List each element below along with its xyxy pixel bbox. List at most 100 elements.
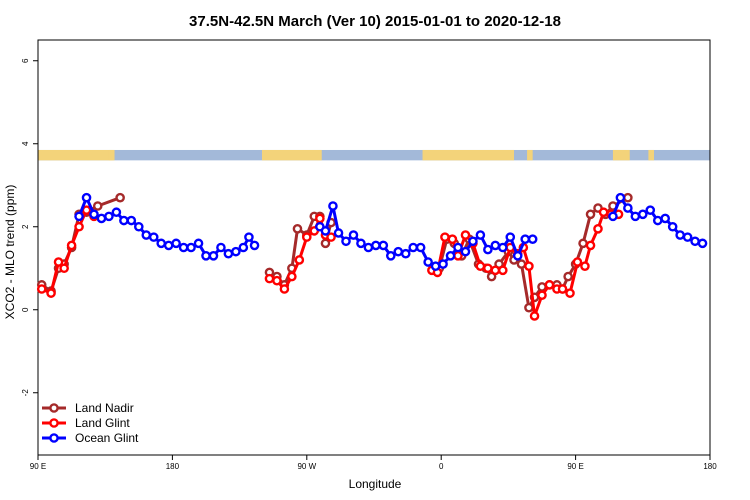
land-glint-point — [36, 284, 47, 294]
ocean-glint-point — [178, 242, 189, 253]
ocean-glint-point — [497, 242, 508, 253]
land-nadir-point — [320, 238, 331, 249]
land-glint-line — [41, 208, 95, 295]
y-axis-label: XCO2 - MLO trend (ppm) — [3, 185, 17, 320]
ocean-glint-point — [483, 244, 493, 255]
legend-marker — [49, 403, 59, 413]
land-nadir-point — [563, 271, 573, 282]
ocean-glint-point — [238, 242, 249, 253]
ocean-glint-point — [475, 230, 486, 240]
ocean-glint-point — [244, 232, 254, 242]
y-axis: -2 0 2 4 6 — [21, 58, 38, 396]
land-glint-point — [74, 221, 84, 232]
land-band-segment-4 — [486, 149, 514, 161]
x-tick-label: 0 — [439, 462, 444, 471]
x-tick-label: 90 W — [297, 462, 316, 471]
legend-item-ocean-glint: Ocean Glint — [42, 431, 139, 445]
ocean-band — [38, 149, 710, 161]
ocean-glint-point — [216, 242, 226, 253]
ocean-glint-point — [223, 248, 234, 259]
land-glint-point — [264, 273, 275, 284]
ocean-glint-point — [512, 250, 523, 261]
land-glint-point — [326, 232, 336, 242]
y-tick-label: 2 — [21, 224, 30, 229]
ocean-glint-point — [133, 221, 144, 232]
ocean-glint-point — [490, 240, 501, 251]
ocean-glint-point — [430, 261, 441, 271]
x-tick-label: 90 E — [30, 462, 46, 471]
ocean-glint-point — [453, 242, 463, 253]
legend-label: Land Nadir — [75, 401, 134, 415]
ocean-glint-point — [104, 211, 114, 222]
land-glint-point — [529, 311, 540, 321]
y-tick-label: 4 — [21, 141, 30, 146]
ocean-glint-point — [119, 215, 129, 226]
land-glint-point — [447, 234, 458, 244]
land-glint-point — [537, 290, 547, 301]
y-tick-label: 6 — [21, 58, 30, 63]
ocean-glint-point — [652, 215, 663, 226]
ocean-glint-point — [645, 205, 656, 215]
ocean-glint-point — [623, 203, 633, 213]
ocean-glint-point — [615, 192, 626, 203]
land-glint-point — [272, 275, 282, 286]
ocean-glint-point — [171, 238, 181, 249]
ocean-glint-point — [163, 240, 174, 251]
x-axis-label: Longitude — [349, 477, 402, 491]
ocean-glint-point — [608, 211, 618, 222]
ocean-glint-point — [341, 236, 351, 247]
ocean-glint-point — [363, 242, 374, 253]
series-layer — [36, 192, 708, 321]
land-glint-point — [524, 261, 534, 271]
ocean-glint-point — [400, 248, 411, 259]
series-ocean-glint — [74, 192, 708, 271]
ocean-glint-point — [74, 211, 84, 222]
ocean-glint-point — [371, 240, 381, 251]
legend-item-land-glint: Land Glint — [42, 416, 130, 430]
ocean-glint-point — [520, 234, 531, 244]
ocean-glint-point — [249, 240, 260, 251]
ocean-glint-point — [697, 238, 708, 249]
y-tick-label: -2 — [21, 389, 30, 397]
ocean-glint-point — [126, 215, 137, 226]
land-glint-point — [593, 224, 603, 234]
ocean-glint-point — [638, 209, 648, 220]
land-glint-point — [46, 288, 56, 298]
land-glint-point — [585, 240, 596, 251]
land-nadir-point — [524, 302, 534, 313]
ocean-glint-point — [393, 246, 404, 257]
land-band-segment-7 — [648, 149, 654, 161]
ocean-glint-point — [423, 257, 433, 267]
x-axis: 90 E 180 90 W 0 90 E 180 — [30, 455, 717, 471]
ocean-glint-point — [460, 246, 471, 257]
ocean-glint-point — [385, 250, 396, 261]
ocean-glint-point — [193, 238, 204, 249]
x-tick-label: 90 E — [567, 462, 583, 471]
land-glint-point — [557, 284, 568, 294]
land-nadir-point — [585, 209, 596, 220]
ocean-glint-point — [690, 236, 700, 247]
ocean-glint-point — [148, 232, 159, 242]
land-glint-point — [460, 230, 471, 240]
ocean-glint-point — [328, 201, 338, 211]
legend-marker — [49, 418, 59, 428]
land-glint-point — [279, 284, 290, 294]
ocean-glint-point — [667, 221, 678, 232]
ocean-glint-point — [468, 236, 478, 247]
land-glint-point — [294, 255, 305, 265]
ocean-glint-point — [208, 250, 219, 261]
ocean-glint-point — [438, 259, 448, 269]
ocean-glint-point — [630, 211, 641, 222]
chart-title: 37.5N-42.5N March (Ver 10) 2015-01-01 to… — [189, 13, 561, 30]
ocean-glint-point — [356, 238, 366, 249]
ocean-glint-point — [415, 242, 426, 253]
land-mask-band — [38, 149, 710, 161]
ocean-glint-point — [348, 230, 359, 240]
ocean-glint-point — [333, 228, 344, 238]
land-band-segment-6 — [612, 149, 630, 161]
land-glint-point — [287, 271, 297, 282]
land-glint-point — [66, 240, 77, 251]
land-nadir-point — [115, 192, 125, 203]
x-tick-label: 180 — [166, 462, 180, 471]
